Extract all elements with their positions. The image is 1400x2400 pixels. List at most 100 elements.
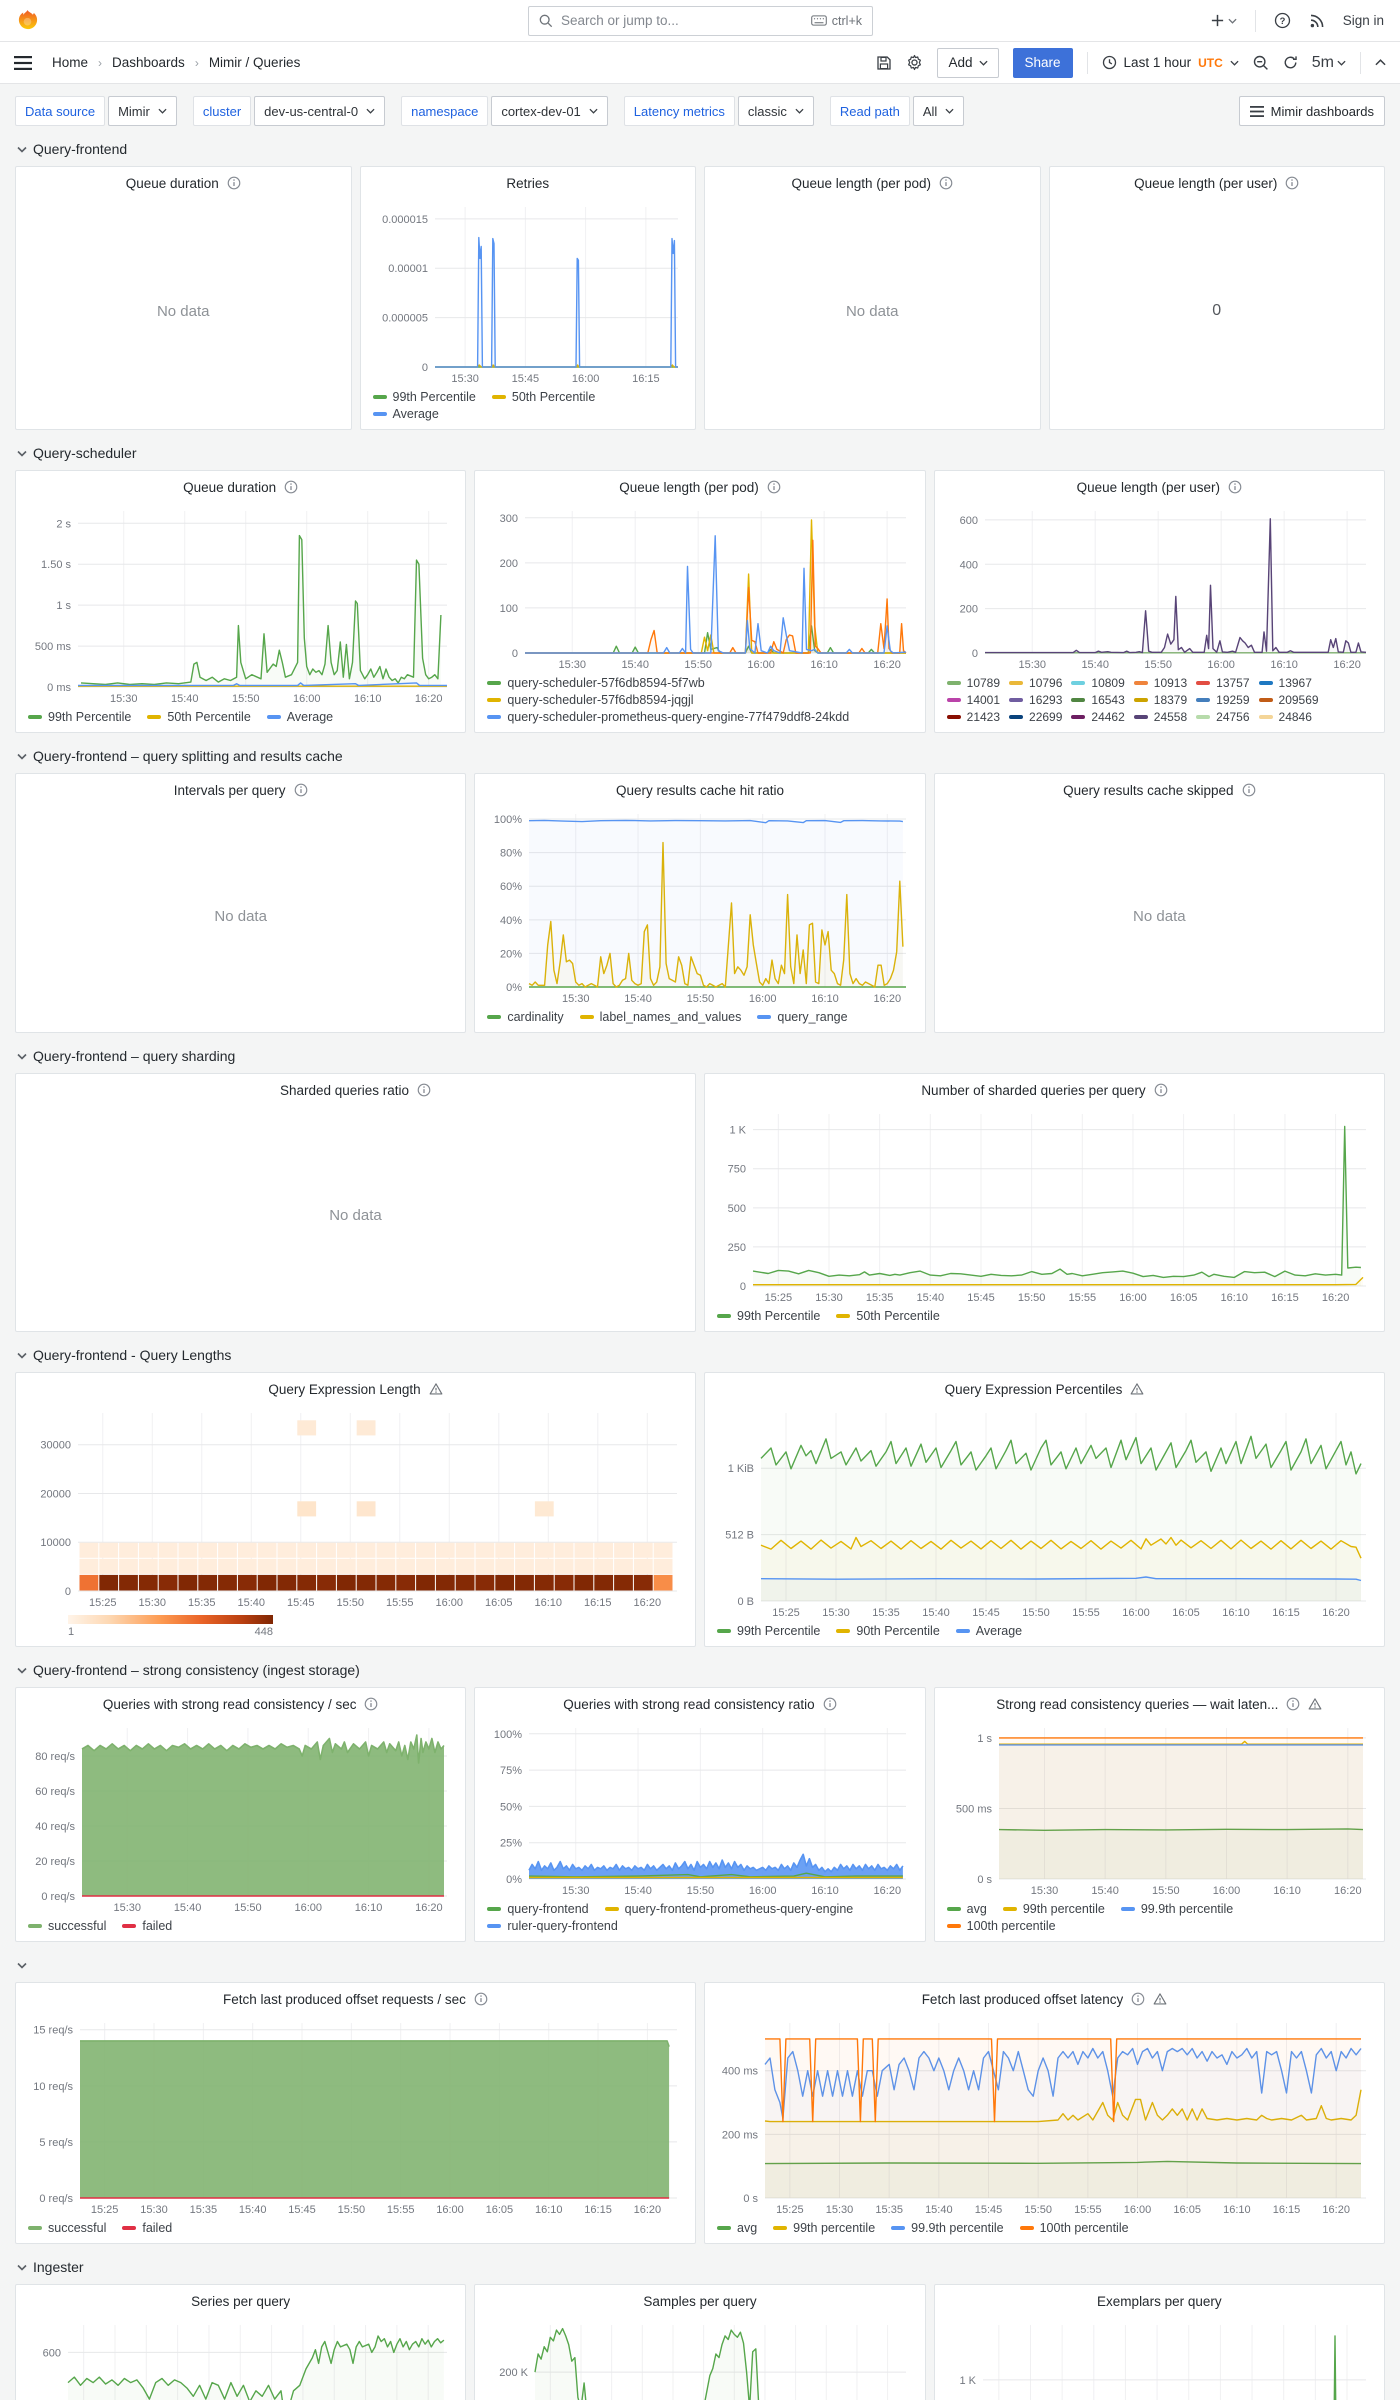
legend-item[interactable]: query-frontend-prometheus-query-engine bbox=[604, 1902, 853, 1916]
variable-label[interactable]: Latency metrics bbox=[623, 96, 735, 126]
section-header-panel[interactable] bbox=[17, 1955, 1385, 1975]
legend-item[interactable]: 14001 bbox=[946, 693, 1000, 707]
legend-item[interactable]: 16543 bbox=[1071, 693, 1125, 707]
legend-item[interactable]: Average bbox=[266, 710, 333, 724]
legend-item[interactable]: 99th Percentile bbox=[717, 1309, 820, 1323]
legend-item[interactable]: 19259 bbox=[1196, 693, 1250, 707]
panel-header[interactable]: Queue length (per pod) bbox=[475, 471, 924, 503]
refresh-interval-picker[interactable]: 5m bbox=[1312, 54, 1346, 72]
legend-item[interactable]: failed bbox=[122, 1919, 172, 1933]
panel-header[interactable]: Queue duration bbox=[16, 167, 351, 199]
mimir-dashboards-button[interactable]: Mimir dashboards bbox=[1238, 96, 1385, 126]
legend-item[interactable]: 24756 bbox=[1196, 710, 1250, 724]
breadcrumb-home[interactable]: Home bbox=[52, 55, 89, 70]
legend-item[interactable]: 99.9th percentile bbox=[891, 2221, 1004, 2235]
collapse-toolbar-button[interactable] bbox=[1375, 59, 1386, 66]
sign-in-button[interactable]: Sign in bbox=[1342, 13, 1384, 28]
panel-header[interactable]: Number of sharded queries per query bbox=[705, 1074, 1384, 1106]
legend-item[interactable]: 99th Percentile bbox=[372, 390, 476, 404]
panel-header[interactable]: Strong read consistency queries — wait l… bbox=[935, 1688, 1384, 1720]
legend-item[interactable]: 99th percentile bbox=[1002, 1902, 1105, 1916]
legend-item[interactable]: 99th Percentile bbox=[28, 710, 131, 724]
section-header-query-frontend-query-lengths[interactable]: Query-frontend - Query Lengths bbox=[17, 1345, 1385, 1365]
legend-item[interactable]: 18379 bbox=[1133, 693, 1187, 707]
chart-area[interactable]: 15:25 15:30 15:35 15:40 15:45 15:50 15:55 16:00… bbox=[24, 1405, 687, 1611]
refresh-button[interactable] bbox=[1283, 55, 1298, 70]
chart-area[interactable]: 15:25 15:30 15:35 15:40 15:45 15:50 15:55 16:00… bbox=[713, 1405, 1376, 1621]
chart-area[interactable]: 15:30 15:40 15:50 16:00 16:10 16:20 300 200 100 0 bbox=[483, 503, 916, 673]
add-panel-button[interactable]: Add bbox=[937, 47, 999, 78]
variable-label[interactable]: Data source bbox=[15, 96, 106, 126]
panel-header[interactable]: Queue length (per user) bbox=[935, 471, 1384, 503]
legend-item[interactable]: 99.9th percentile bbox=[1120, 1902, 1233, 1916]
legend-item[interactable]: 10913 bbox=[1133, 676, 1187, 690]
legend-item[interactable]: query-scheduler-57f6db8594-5f7wb bbox=[487, 676, 705, 690]
zoom-out-button[interactable] bbox=[1253, 55, 1269, 71]
legend-item[interactable]: avg bbox=[946, 1902, 987, 1916]
section-header-query-frontend-query-sharding[interactable]: Query-frontend – query sharding bbox=[17, 1046, 1385, 1066]
panel-header[interactable]: Queries with strong read consistency / s… bbox=[16, 1688, 465, 1720]
legend-item[interactable]: avg bbox=[717, 2221, 757, 2235]
menu-toggle[interactable] bbox=[14, 55, 32, 70]
panel-header[interactable]: Queue duration bbox=[16, 471, 465, 503]
variable-label[interactable]: namespace bbox=[401, 96, 489, 126]
chart-area[interactable]: 15:30 15:40 15:50 16:00 16:10 16:20 100% 80% 60%… bbox=[483, 806, 916, 1007]
legend-item[interactable]: 100th percentile bbox=[1019, 2221, 1129, 2235]
legend-item[interactable]: 10809 bbox=[1071, 676, 1125, 690]
panel-header[interactable]: Series per query bbox=[16, 2285, 465, 2317]
variable-label[interactable]: Read path bbox=[829, 96, 910, 126]
legend-item[interactable]: Average bbox=[955, 1624, 1022, 1638]
legend-item[interactable]: query-scheduler-prometheus-query-engine-… bbox=[487, 710, 849, 724]
legend-item[interactable]: label_names_and_values bbox=[579, 1010, 741, 1024]
panel-header[interactable]: Query Expression Length bbox=[16, 1373, 695, 1405]
legend-item[interactable]: 22699 bbox=[1009, 710, 1062, 724]
variable-value-dropdown[interactable]: Mimir bbox=[108, 96, 177, 126]
panel-header[interactable]: Intervals per query bbox=[16, 774, 465, 806]
panel-header[interactable]: Exemplars per query bbox=[935, 2285, 1384, 2317]
panel-header[interactable]: Query results cache skipped bbox=[935, 774, 1384, 806]
panel-header[interactable]: Samples per query bbox=[475, 2285, 924, 2317]
legend-item[interactable]: cardinality bbox=[487, 1010, 564, 1024]
legend-item[interactable]: 10789 bbox=[946, 676, 1000, 690]
legend-item[interactable]: query-frontend bbox=[487, 1902, 589, 1916]
chart-area[interactable]: 15:30 15:40 15:50 16:00 16:10 16:20 80 req/s 60… bbox=[24, 1720, 457, 1916]
legend-item[interactable]: 209569 bbox=[1258, 693, 1319, 707]
variable-value-dropdown[interactable]: cortex-dev-01 bbox=[491, 96, 608, 126]
chart-area[interactable]: 15:25 15:30 15:35 15:40 15:45 15:50 15:55 16:00… bbox=[713, 2015, 1376, 2218]
legend-item[interactable]: 21423 bbox=[946, 710, 1000, 724]
chart-area[interactable]: 15:25 15:30 15:35 15:40 15:45 15:50 15:55 16:00… bbox=[713, 1106, 1376, 1306]
panel-header[interactable]: Queries with strong read consistency rat… bbox=[475, 1688, 924, 1720]
share-button[interactable]: Share bbox=[1012, 47, 1073, 78]
legend-item[interactable]: 50th Percentile bbox=[147, 710, 251, 724]
chart-area[interactable]: 200 K100 K0 bbox=[483, 2317, 916, 2400]
panel-header[interactable]: Fetch last produced offset requests / se… bbox=[16, 1983, 695, 2015]
legend-item[interactable]: 99th percentile bbox=[773, 2221, 875, 2235]
legend-item[interactable]: 90th Percentile bbox=[836, 1624, 940, 1638]
section-header-ingester[interactable]: Ingester bbox=[17, 2257, 1385, 2277]
dashboard-settings-button[interactable] bbox=[906, 54, 923, 71]
legend-item[interactable]: failed bbox=[122, 2221, 172, 2235]
legend-item[interactable]: query_range bbox=[757, 1010, 848, 1024]
panel-header[interactable]: Query Expression Percentiles bbox=[705, 1373, 1384, 1405]
chart-area[interactable]: 15:30 15:40 15:50 16:00 16:10 16:20 1 s 500 ms 0… bbox=[943, 1720, 1376, 1899]
variable-label[interactable]: cluster bbox=[192, 96, 252, 126]
legend-item[interactable]: successful bbox=[28, 2221, 106, 2235]
variable-value-dropdown[interactable]: All bbox=[912, 96, 965, 126]
legend-item[interactable]: 16293 bbox=[1009, 693, 1062, 707]
panel-header[interactable]: Query results cache hit ratio bbox=[475, 774, 924, 806]
help-button[interactable]: ? bbox=[1274, 12, 1291, 29]
section-header-query-frontend-strong-consistency-ingest-storage[interactable]: Query-frontend – strong consistency (ing… bbox=[17, 1660, 1385, 1680]
legend-item[interactable]: query-scheduler-57f6db8594-jqgjl bbox=[487, 693, 694, 707]
news-button[interactable] bbox=[1309, 13, 1325, 29]
panel-header[interactable]: Fetch last produced offset latency bbox=[705, 1983, 1384, 2015]
section-header-query-frontend-query-splitting-and-results-cache[interactable]: Query-frontend – query splitting and res… bbox=[17, 746, 1385, 766]
legend-item[interactable]: 10796 bbox=[1009, 676, 1062, 690]
variable-value-dropdown[interactable]: classic bbox=[737, 96, 814, 126]
chart-area[interactable]: 15:30 15:40 15:50 16:00 16:10 16:20 100% 75% 50%… bbox=[483, 1720, 916, 1899]
panel-header[interactable]: Queue length (per pod) bbox=[705, 167, 1040, 199]
breadcrumb-dashboards[interactable]: Dashboards bbox=[112, 55, 185, 70]
legend-item[interactable]: 99th Percentile bbox=[717, 1624, 820, 1638]
legend-item[interactable]: 24462 bbox=[1071, 710, 1125, 724]
chart-area[interactable]: 15:30 15:45 16:00 16:15 0.000015 0.00001 0.000… bbox=[369, 199, 688, 387]
